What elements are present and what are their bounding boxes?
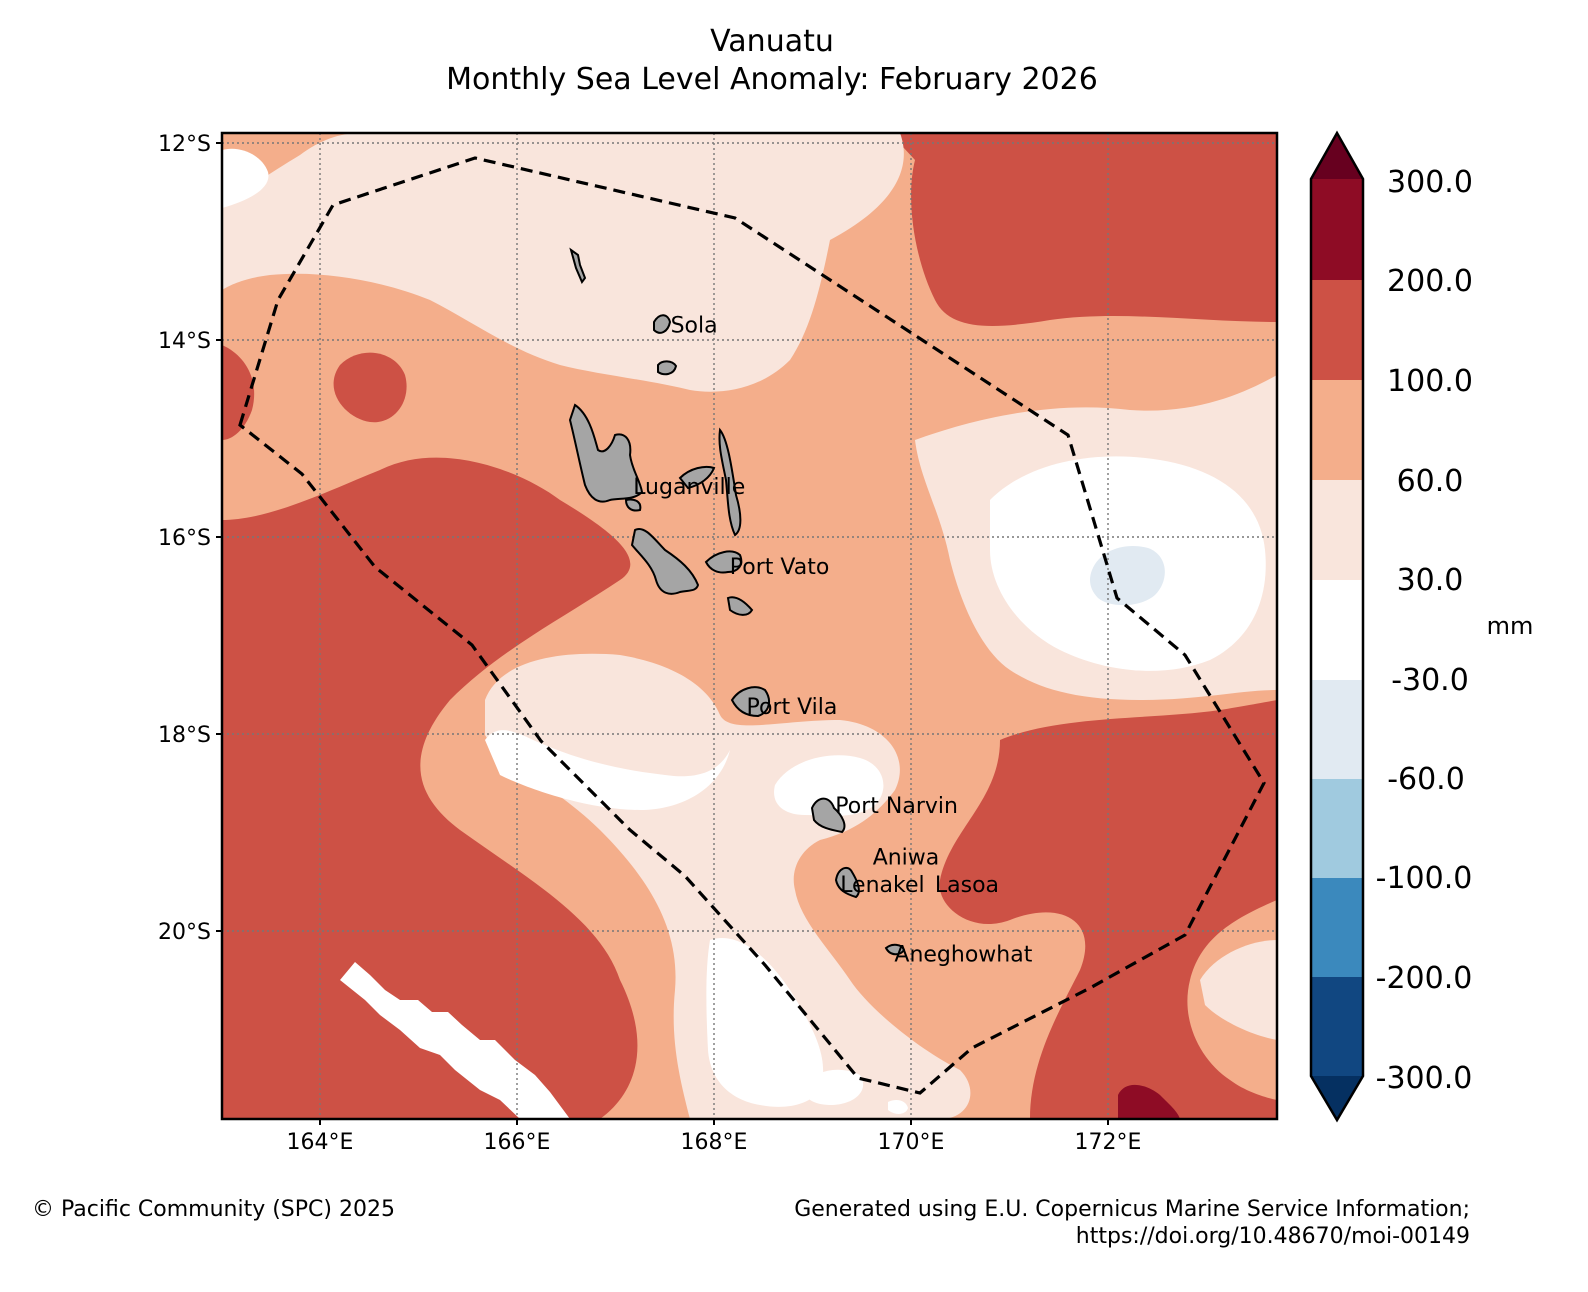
colorbar-band-200-300: [1311, 179, 1363, 280]
chart-title: Vanuatu: [710, 24, 834, 59]
island-malo: [624, 498, 642, 512]
lat-label: 20°S: [158, 920, 211, 945]
colorbar-band-neg200-neg100: [1311, 878, 1363, 977]
colorbar-label: 60.0: [1397, 464, 1464, 499]
anomaly-region-30-60: [222, 133, 904, 392]
lat-label: 12°S: [158, 132, 211, 157]
place-label-aneghowhat: Aneghowhat: [894, 943, 1032, 968]
island-efate: [730, 686, 771, 718]
island-torres: [569, 247, 587, 284]
longitude-labels: 164°E 166°E 168°E 170°E 172°E: [287, 1130, 1142, 1155]
island-vanua-lava: [657, 360, 678, 376]
colorbar-label: 30.0: [1397, 563, 1464, 598]
lat-label: 18°S: [158, 723, 211, 748]
place-label-lenakel: Lenakel: [840, 873, 924, 898]
data-source-notice: Generated using E.U. Copernicus Marine S…: [794, 1196, 1470, 1250]
island-epi: [726, 596, 754, 616]
colorbar-outline: [1309, 130, 1365, 1123]
place-label-port-vila: Port Vila: [747, 695, 838, 720]
anomaly-region-100-200: [222, 345, 255, 440]
data-source-doi: https://doi.org/10.48670/moi-00149: [1075, 1224, 1470, 1249]
place-label-luganville: Luganville: [633, 475, 745, 500]
map-ticks: [216, 142, 1109, 1125]
colorbar-label: 100.0: [1387, 364, 1473, 399]
map-gridlines: [222, 133, 1277, 1119]
data-source-line: Generated using E.U. Copernicus Marine S…: [794, 1197, 1470, 1222]
colorbar-band-60-100: [1311, 380, 1363, 480]
colorbar-label: -30.0: [1391, 663, 1469, 698]
lon-label: 168°E: [681, 1130, 748, 1155]
island-maewo: [718, 427, 742, 537]
island-malakula: [630, 528, 700, 595]
colorbar-unit-label: mm: [1487, 612, 1534, 640]
lon-label: 166°E: [484, 1130, 551, 1155]
colorbar-label: -200.0: [1376, 961, 1473, 996]
colorbar-label: -60.0: [1387, 762, 1465, 797]
island-espiritu-santo: [568, 403, 644, 503]
island-tanna: [834, 866, 860, 899]
colorbar-label: 300.0: [1387, 165, 1473, 200]
colorbar-label: -100.0: [1376, 861, 1473, 896]
island-aneityum: [884, 943, 906, 956]
colorbar-tick-labels: 300.0 200.0 100.0 60.0 30.0 -30.0 -60.0 …: [1376, 165, 1473, 1096]
colorbar: [1309, 130, 1365, 1123]
place-label-aniwa: Aniwa: [873, 845, 940, 870]
colorbar-label: -300.0: [1376, 1061, 1473, 1096]
anomaly-region-neutral: [222, 148, 269, 208]
island-ureparapara: [653, 314, 672, 334]
colorbar-band-neg100-neg60: [1311, 779, 1363, 878]
copyright-notice: © Pacific Community (SPC) 2025: [32, 1197, 395, 1222]
anomaly-region-100-200: [333, 352, 407, 423]
lat-label: 16°S: [158, 526, 211, 551]
anomaly-region-200-300: [1118, 1084, 1180, 1119]
anomaly-region-neutral: [340, 962, 570, 1119]
anomaly-region-neutral: [774, 755, 884, 816]
anomaly-region-neg60-neg30: [1090, 546, 1165, 606]
colorbar-band-30-60: [1311, 480, 1363, 580]
island-ambrym: [704, 550, 743, 574]
lat-label: 14°S: [158, 329, 211, 354]
vanuatu-islands: [568, 247, 906, 956]
colorbar-band-neg300-neg200: [1311, 977, 1363, 1076]
colorbar-band-100-200: [1311, 280, 1363, 380]
place-label-port-narvin: Port Narvin: [835, 794, 958, 819]
colorbar-band-neg60-neg30: [1311, 680, 1363, 779]
map-frame: [220, 131, 1279, 1121]
anomaly-region-neutral: [706, 938, 824, 1107]
colorbar-over-triangle: [1311, 133, 1363, 179]
place-label-sola: Sola: [671, 313, 718, 338]
anomaly-region-neutral: [485, 730, 730, 810]
anomaly-region-100-200: [890, 133, 1277, 326]
anomaly-region-30-60: [1200, 940, 1277, 1040]
latitude-labels: 12°S 14°S 16°S 18°S 20°S: [158, 132, 211, 945]
place-label-lasoa: Lasoa: [935, 873, 999, 898]
colorbar-band-neg30-30: [1311, 580, 1363, 680]
lon-label: 164°E: [287, 1130, 354, 1155]
island-ambae: [678, 465, 716, 490]
colorbar-label: 200.0: [1387, 264, 1473, 299]
anomaly-region-neutral: [804, 1069, 864, 1105]
chart-subtitle: Monthly Sea Level Anomaly: February 2026: [446, 62, 1098, 97]
colorbar-under-triangle: [1311, 1076, 1363, 1120]
place-labels: Sola Luganville Port Vato Port Vila Port Nar…: [633, 313, 1033, 967]
anomaly-region-100-200: [222, 457, 638, 1119]
anomaly-region-neutral: [888, 1100, 908, 1114]
island-erromango: [810, 797, 846, 834]
place-label-port-vato: Port Vato: [730, 555, 830, 580]
lon-label: 170°E: [878, 1130, 945, 1155]
eez-boundary: [238, 156, 1266, 1095]
lon-label: 172°E: [1075, 1130, 1142, 1155]
sea-level-anomaly-field: [222, 133, 1277, 1119]
